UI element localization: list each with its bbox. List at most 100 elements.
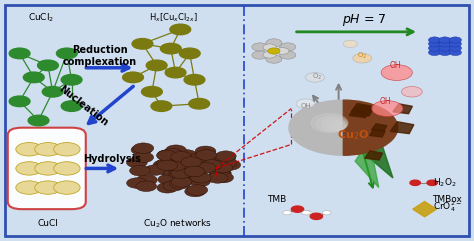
Polygon shape bbox=[365, 151, 383, 160]
Circle shape bbox=[427, 180, 438, 185]
Circle shape bbox=[266, 55, 282, 63]
Circle shape bbox=[54, 142, 80, 156]
Circle shape bbox=[165, 145, 186, 155]
Circle shape bbox=[172, 159, 192, 169]
Polygon shape bbox=[413, 201, 437, 217]
Circle shape bbox=[177, 172, 198, 182]
Circle shape bbox=[304, 211, 312, 215]
Circle shape bbox=[162, 148, 182, 159]
Circle shape bbox=[322, 211, 331, 215]
Circle shape bbox=[54, 181, 80, 194]
Circle shape bbox=[252, 43, 268, 51]
Circle shape bbox=[213, 172, 234, 183]
Circle shape bbox=[212, 162, 233, 173]
Text: $\it{pH}$ = 7: $\it{pH}$ = 7 bbox=[342, 12, 387, 28]
Circle shape bbox=[439, 37, 451, 43]
Circle shape bbox=[179, 48, 200, 59]
Circle shape bbox=[146, 60, 167, 71]
Circle shape bbox=[439, 45, 451, 51]
Circle shape bbox=[316, 116, 347, 132]
Circle shape bbox=[166, 162, 187, 172]
Circle shape bbox=[54, 162, 80, 175]
Circle shape bbox=[153, 160, 174, 170]
Circle shape bbox=[353, 54, 372, 63]
Circle shape bbox=[173, 168, 194, 179]
Circle shape bbox=[201, 160, 222, 170]
Circle shape bbox=[160, 43, 181, 54]
Circle shape bbox=[170, 24, 191, 35]
Circle shape bbox=[16, 181, 42, 194]
FancyBboxPatch shape bbox=[8, 128, 86, 209]
Circle shape bbox=[191, 173, 211, 183]
Circle shape bbox=[296, 99, 315, 108]
Circle shape bbox=[132, 39, 153, 49]
Circle shape bbox=[196, 150, 217, 160]
Circle shape bbox=[280, 51, 296, 59]
Circle shape bbox=[310, 213, 322, 220]
Text: OH: OH bbox=[380, 97, 392, 106]
Circle shape bbox=[37, 60, 58, 71]
Circle shape bbox=[168, 165, 189, 176]
Circle shape bbox=[163, 181, 184, 191]
Circle shape bbox=[449, 37, 462, 43]
Circle shape bbox=[61, 74, 82, 85]
Wedge shape bbox=[343, 100, 398, 155]
Circle shape bbox=[9, 96, 30, 107]
Polygon shape bbox=[349, 107, 369, 118]
Circle shape bbox=[179, 167, 200, 177]
Circle shape bbox=[189, 99, 210, 109]
Circle shape bbox=[195, 146, 216, 157]
Circle shape bbox=[343, 40, 357, 47]
Circle shape bbox=[161, 155, 182, 165]
Circle shape bbox=[401, 87, 422, 97]
Circle shape bbox=[210, 168, 231, 179]
Circle shape bbox=[220, 160, 241, 170]
Circle shape bbox=[157, 160, 178, 171]
Circle shape bbox=[169, 168, 190, 179]
Circle shape bbox=[207, 173, 228, 183]
Circle shape bbox=[266, 39, 282, 47]
Circle shape bbox=[439, 49, 451, 56]
Circle shape bbox=[136, 181, 156, 192]
Circle shape bbox=[263, 44, 276, 51]
Circle shape bbox=[209, 167, 230, 178]
Circle shape bbox=[172, 160, 193, 170]
Circle shape bbox=[171, 177, 192, 187]
Circle shape bbox=[158, 149, 179, 160]
Text: Hydrolysis: Hydrolysis bbox=[83, 154, 141, 164]
Circle shape bbox=[176, 150, 197, 160]
Polygon shape bbox=[355, 140, 379, 187]
Circle shape bbox=[133, 143, 154, 154]
Circle shape bbox=[187, 154, 208, 164]
Circle shape bbox=[280, 43, 296, 51]
Circle shape bbox=[35, 162, 61, 175]
Circle shape bbox=[173, 163, 194, 173]
Circle shape bbox=[35, 142, 61, 156]
Circle shape bbox=[168, 161, 189, 172]
Text: CuCl$_2$: CuCl$_2$ bbox=[28, 11, 54, 24]
Circle shape bbox=[165, 161, 186, 171]
Circle shape bbox=[131, 145, 152, 155]
Circle shape bbox=[164, 161, 184, 171]
Circle shape bbox=[162, 166, 182, 176]
Circle shape bbox=[216, 158, 237, 168]
Circle shape bbox=[157, 150, 178, 161]
Text: O$_2$: O$_2$ bbox=[357, 51, 367, 61]
Circle shape bbox=[171, 152, 191, 162]
Circle shape bbox=[142, 87, 162, 97]
Circle shape bbox=[428, 45, 441, 51]
Polygon shape bbox=[354, 106, 373, 116]
Circle shape bbox=[306, 73, 324, 82]
Circle shape bbox=[162, 154, 183, 164]
Circle shape bbox=[449, 49, 462, 56]
Circle shape bbox=[166, 161, 187, 171]
Circle shape bbox=[133, 152, 154, 163]
Circle shape bbox=[171, 168, 191, 179]
Circle shape bbox=[23, 72, 44, 83]
Wedge shape bbox=[289, 100, 343, 155]
Circle shape bbox=[439, 41, 451, 47]
Circle shape bbox=[145, 165, 165, 175]
Circle shape bbox=[268, 48, 280, 54]
Circle shape bbox=[311, 114, 348, 132]
Circle shape bbox=[170, 179, 191, 189]
